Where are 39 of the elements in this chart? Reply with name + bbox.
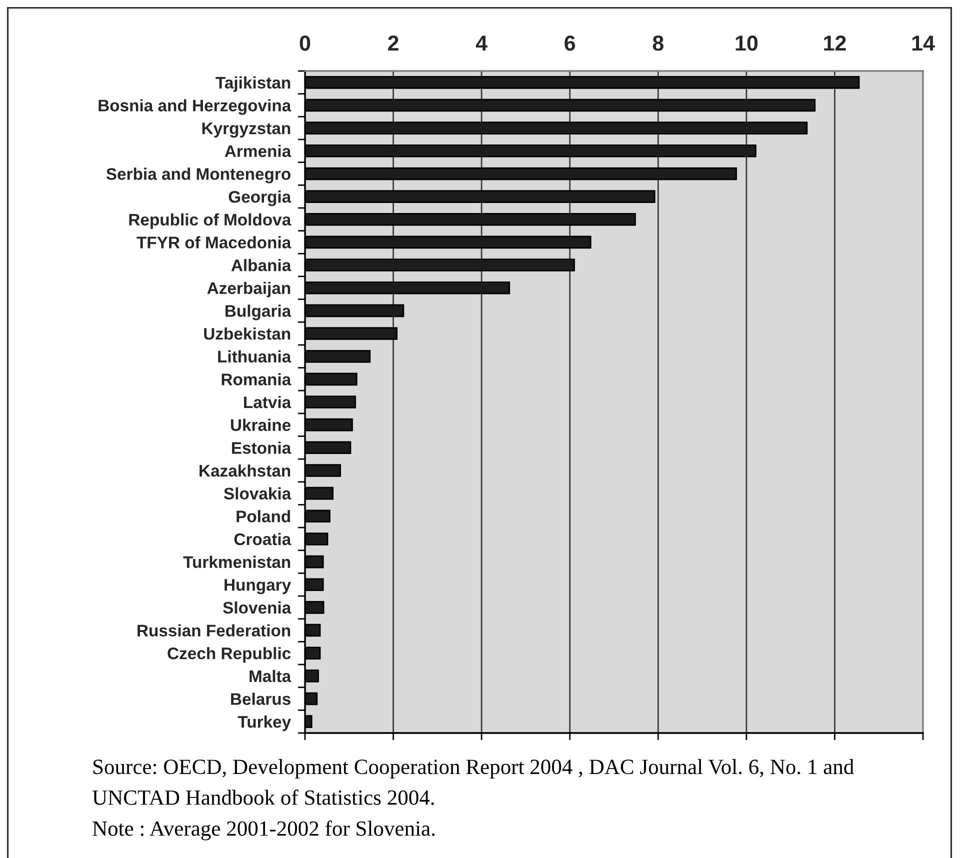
y-tick-label: Uzbekistan: [204, 327, 290, 340]
y-tick-label: Russian Federation: [138, 624, 290, 636]
y-tick-label: Poland: [236, 510, 290, 522]
y-tick-label: Slovenia: [223, 601, 292, 614]
y-tick-label: Tajikistan: [216, 76, 290, 92]
x-tick-label: 0: [300, 36, 310, 51]
x-tick-label: 4: [476, 36, 488, 51]
y-tick-label: Romania: [222, 373, 292, 386]
y-tick-label: Kyrgyzstan: [202, 122, 290, 138]
y-tick-label: Lithuania: [218, 350, 292, 363]
y-tick-label: Republic of Moldova: [129, 213, 292, 229]
y-tick-label: Bosnia and Herzegovina: [98, 99, 292, 115]
y-tick-label: Slovakia: [224, 487, 292, 500]
y-tick-label: Azerbaijan: [207, 282, 290, 298]
y-tick-label: Latvia: [244, 396, 292, 408]
y-tick-label: Estonia: [232, 442, 292, 454]
y-tick-label: Belarus: [231, 692, 290, 705]
y-tick-label: Kazakhstan: [200, 464, 290, 477]
x-tick-label: 2: [388, 36, 398, 51]
x-tick-label: 12: [824, 36, 846, 51]
source-note: Source: OECD, Development Cooperation Report 2004 , DAC Journal Vol. 6, No. 1 and UNCTAD Handbook of Statistics 2004.: [92, 759, 854, 805]
y-tick-label: Serbia and Montenegro: [106, 168, 290, 184]
x-tick-label: 14: [912, 36, 935, 51]
y-tick-label: Croatia: [234, 532, 292, 546]
y-tick-label: Turkey: [238, 716, 292, 732]
y-tick-label: Hungary: [224, 579, 292, 594]
text: Note : Average 2001-2002 for Slovenia.: [92, 820, 435, 840]
x-tick-label: 8: [652, 36, 664, 51]
x-tick-label: 6: [564, 36, 576, 51]
y-tick-label: Malta: [250, 670, 292, 682]
y-tick-label: Armenia: [224, 144, 292, 158]
x-tick-label: 10: [736, 36, 758, 51]
y-tick-label: Ukraine: [230, 418, 291, 432]
y-tick-label: Bulgaria: [226, 304, 292, 320]
y-tick-label: Albania: [231, 258, 292, 272]
y-tick-label: Czech Republic: [168, 647, 291, 663]
y-tick-label: TFYR of Macedonia: [136, 236, 292, 248]
y-tick-label: Turkmenistan: [183, 556, 290, 568]
y-tick-label: Georgia: [228, 190, 292, 206]
